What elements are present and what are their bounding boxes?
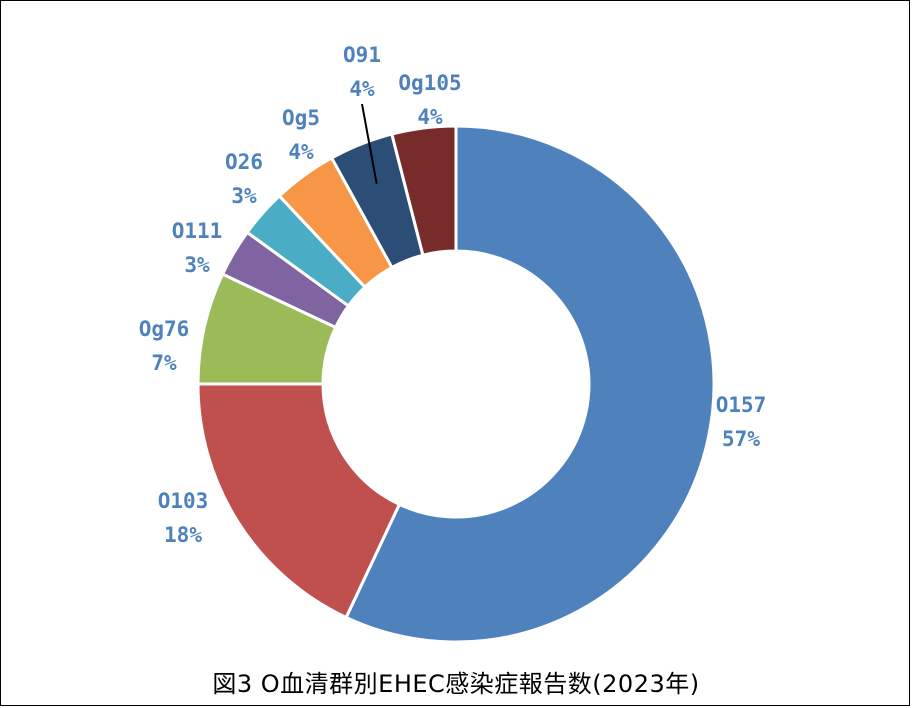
data-label-o103: O103 18%	[158, 489, 209, 547]
data-label-name: O103	[158, 489, 209, 513]
data-label-o157: O157 57%	[716, 393, 767, 451]
data-label-name: Og105	[398, 71, 461, 95]
slice-o103	[196, 382, 401, 619]
leader-line-o91	[361, 103, 378, 184]
data-label-o91: O91 4%	[343, 43, 381, 101]
slice-o157	[344, 124, 716, 644]
data-label-name: O91	[343, 43, 381, 67]
leader-line-group	[361, 103, 378, 184]
data-label-value: 18%	[164, 523, 202, 547]
data-label-og76: Og76 7%	[139, 317, 190, 375]
data-label-name: O111	[172, 219, 223, 243]
chart-title: 図3 O血清群別EHEC感染症報告数(2023年)	[212, 670, 700, 698]
data-label-o26: O26 3%	[225, 150, 263, 208]
data-label-name: Og76	[139, 317, 190, 341]
data-label-group: O157 57%O103 18%Og76 7%O111 3%O26 3%Og5 4%O91 4…	[139, 43, 767, 547]
data-label-og5: Og5 4%	[282, 106, 320, 164]
data-label-value: 4%	[288, 140, 314, 164]
data-label-name: Og5	[282, 106, 320, 130]
data-label-value: 3%	[231, 184, 257, 208]
data-label-og105: Og105 4%	[398, 71, 461, 129]
data-label-value: 57%	[722, 427, 760, 451]
data-label-o111: O111 3%	[172, 219, 223, 277]
slice-og105	[390, 124, 458, 257]
data-label-value: 7%	[151, 351, 177, 375]
data-label-name: O157	[716, 393, 767, 417]
data-label-value: 4%	[349, 77, 375, 101]
data-label-name: O26	[225, 150, 263, 174]
slice-group	[196, 124, 716, 644]
data-label-value: 3%	[184, 253, 210, 277]
data-label-value: 4%	[417, 105, 443, 129]
